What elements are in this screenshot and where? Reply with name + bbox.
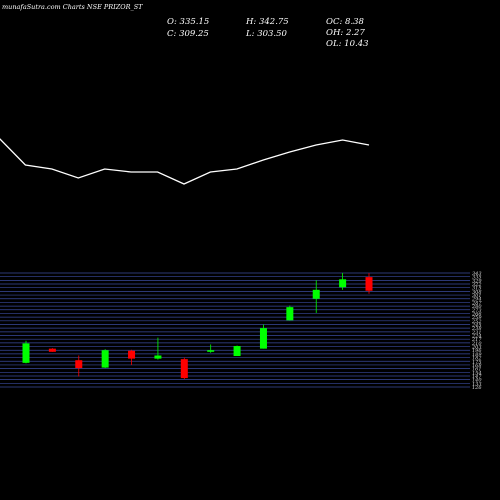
oc-readout: OC: 8.38 <box>326 17 364 27</box>
candle <box>75 355 83 377</box>
y-tick-label: 301 <box>472 293 482 299</box>
y-tick-label: 182 <box>472 356 482 362</box>
y-tick-label: 280 <box>471 304 482 310</box>
y-tick-label: 231 <box>471 330 482 336</box>
y-tick-label: 147 <box>472 374 482 380</box>
candle-body <box>286 307 294 321</box>
candle-body <box>365 277 373 291</box>
candle <box>180 357 188 380</box>
y-tick-label: 343 <box>472 271 482 277</box>
candle-body <box>75 360 83 369</box>
y-tick-label: 133 <box>472 381 482 387</box>
candle <box>365 273 373 294</box>
open-readout: O: 335.15 <box>167 17 210 27</box>
ol-readout: OL: 10.43 <box>326 39 369 49</box>
y-tick-label: 315 <box>472 286 482 292</box>
y-tick-label: 224 <box>471 334 482 340</box>
y-tick-label: 168 <box>472 363 482 369</box>
y-tick-label: 273 <box>471 308 482 314</box>
y-tick-label: 175 <box>472 359 482 365</box>
candle <box>48 348 56 352</box>
price-grid <box>0 272 470 388</box>
y-tick-label: 161 <box>472 367 482 373</box>
candle-body <box>48 348 56 352</box>
candle <box>339 273 347 290</box>
line-overlay-layer <box>0 138 370 185</box>
candle <box>312 280 320 313</box>
close-readout: C: 309.25 <box>167 29 209 39</box>
candle <box>233 345 241 357</box>
candle-body <box>233 346 241 357</box>
candle <box>128 349 136 365</box>
y-tick-label: 217 <box>471 337 482 343</box>
high-readout: H: 342.75 <box>246 17 289 27</box>
y-tick-label: 238 <box>471 326 482 332</box>
y-tick-label: 294 <box>471 297 482 303</box>
candle <box>101 349 109 369</box>
candle-body <box>154 355 162 359</box>
candle <box>207 344 215 353</box>
candle <box>22 340 30 364</box>
y-tick-label: 266 <box>471 311 482 317</box>
candle-body <box>128 350 136 359</box>
y-tick-label: 308 <box>472 289 482 295</box>
y-tick-label: 245 <box>471 322 482 328</box>
y-tick-label: 126 <box>472 385 482 391</box>
chart-title: munafaSutra.com Charts NSE PRIZOR_ST <box>2 3 143 11</box>
candle-body <box>312 289 320 299</box>
y-tick-label: 196 <box>472 348 482 354</box>
oh-readout: OH: 2.27 <box>326 28 365 38</box>
y-tick-label: 203 <box>471 345 482 351</box>
y-tick-label: 154 <box>472 370 482 376</box>
y-tick-label: 189 <box>472 352 482 358</box>
y-tick-label: 210 <box>471 341 482 347</box>
candle-body <box>180 359 188 379</box>
candle-body <box>207 350 215 352</box>
candle-body <box>22 343 30 363</box>
y-tick-label: 335 <box>472 275 482 281</box>
y-tick-label: 287 <box>471 300 482 306</box>
y-tick-label: 329 <box>472 278 482 284</box>
candle-body <box>259 328 267 349</box>
y-tick-label: 259 <box>471 315 482 321</box>
candle-body <box>339 279 347 288</box>
candle <box>154 337 162 360</box>
low-readout: L: 303.50 <box>246 29 287 39</box>
candle <box>286 305 294 321</box>
y-tick-label: 140 <box>472 378 482 384</box>
y-tick-label: 252 <box>471 319 482 325</box>
y-axis-ticks: 3433353293223153083012942872802732662592… <box>471 271 482 391</box>
y-tick-label: 322 <box>472 282 482 288</box>
line-overlay <box>0 138 370 185</box>
candles-layer <box>22 273 373 380</box>
candle-body <box>101 350 109 368</box>
candle <box>259 324 267 349</box>
